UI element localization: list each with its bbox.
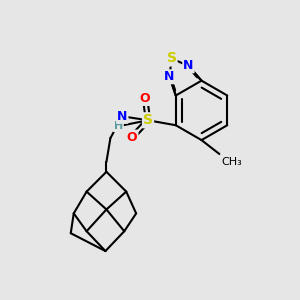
Text: N: N [117, 110, 128, 123]
Text: O: O [140, 92, 150, 105]
Text: CH₃: CH₃ [221, 157, 242, 167]
Text: N: N [183, 59, 194, 72]
Text: S: S [143, 113, 153, 127]
Text: S: S [167, 52, 177, 65]
Text: O: O [127, 130, 137, 144]
Text: N: N [164, 70, 175, 83]
Text: H: H [114, 121, 123, 131]
